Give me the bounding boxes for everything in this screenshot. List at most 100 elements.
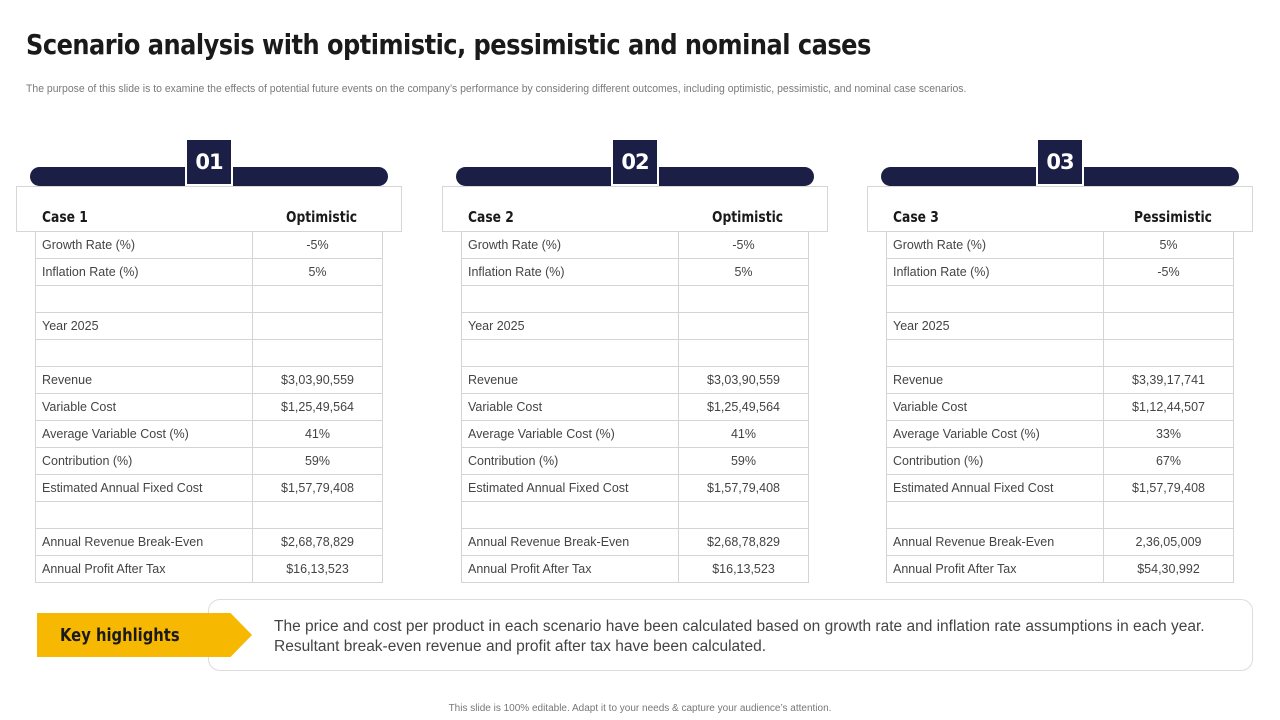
row-key: Annual Profit After Tax xyxy=(461,555,679,583)
row-key: Growth Rate (%) xyxy=(886,231,1104,259)
table-row: Annual Profit After Tax $54,30,992 xyxy=(886,555,1234,583)
table-row: Annual Revenue Break-Even $2,68,78,829 xyxy=(35,528,383,556)
row-value: $2,68,78,829 xyxy=(252,528,383,556)
key-highlights-tag: Key highlights xyxy=(37,613,252,657)
table-row xyxy=(886,501,1234,529)
table-row: Variable Cost $1,25,49,564 xyxy=(461,393,809,421)
table-row: Estimated Annual Fixed Cost $1,57,79,408 xyxy=(461,474,809,502)
row-key: Annual Revenue Break-Even xyxy=(461,528,679,556)
table-row xyxy=(461,339,809,367)
table-row: Estimated Annual Fixed Cost $1,57,79,408 xyxy=(35,474,383,502)
row-key: Estimated Annual Fixed Cost xyxy=(886,474,1104,502)
row-value: 67% xyxy=(1103,447,1234,475)
table-row: Contribution (%) 59% xyxy=(461,447,809,475)
table-row: Average Variable Cost (%) 41% xyxy=(35,420,383,448)
case-number-badge: 02 xyxy=(611,138,659,186)
row-value: 2,36,05,009 xyxy=(1103,528,1234,556)
case-label: Case 1 xyxy=(42,208,88,226)
row-value xyxy=(252,339,383,367)
row-key: Inflation Rate (%) xyxy=(35,258,253,286)
row-key: Contribution (%) xyxy=(35,447,253,475)
row-value: $1,57,79,408 xyxy=(252,474,383,502)
row-value: $16,13,523 xyxy=(252,555,383,583)
row-value: $1,57,79,408 xyxy=(678,474,809,502)
row-value: 41% xyxy=(252,420,383,448)
case-label: Case 2 xyxy=(468,208,514,226)
row-value: $1,57,79,408 xyxy=(1103,474,1234,502)
row-value xyxy=(1103,285,1234,313)
row-value xyxy=(252,285,383,313)
row-key: Growth Rate (%) xyxy=(461,231,679,259)
row-value: $3,39,17,741 xyxy=(1103,366,1234,394)
table-row: Variable Cost $1,25,49,564 xyxy=(35,393,383,421)
row-value: $16,13,523 xyxy=(678,555,809,583)
row-key: Revenue xyxy=(886,366,1104,394)
row-key: Average Variable Cost (%) xyxy=(461,420,679,448)
row-value xyxy=(1103,312,1234,340)
row-value xyxy=(678,285,809,313)
table-row xyxy=(461,501,809,529)
case-table: Growth Rate (%) -5% Inflation Rate (%) 5% … xyxy=(461,231,809,583)
table-row: Contribution (%) 59% xyxy=(35,447,383,475)
row-key: Estimated Annual Fixed Cost xyxy=(35,474,253,502)
table-row: Growth Rate (%) -5% xyxy=(35,231,383,259)
row-value xyxy=(1103,339,1234,367)
row-key: Revenue xyxy=(35,366,253,394)
row-value: 5% xyxy=(678,258,809,286)
table-row: Contribution (%) 67% xyxy=(886,447,1234,475)
case-type: Optimistic xyxy=(712,208,784,226)
case-number-badge: 03 xyxy=(1036,138,1084,186)
row-key xyxy=(886,285,1104,313)
table-row: Revenue $3,03,90,559 xyxy=(461,366,809,394)
row-key xyxy=(461,285,679,313)
row-key xyxy=(886,501,1104,529)
row-key: Inflation Rate (%) xyxy=(886,258,1104,286)
table-row: Year 2025 xyxy=(886,312,1234,340)
case-table: Growth Rate (%) 5% Inflation Rate (%) -5% … xyxy=(886,231,1234,583)
row-value: -5% xyxy=(252,231,383,259)
row-key xyxy=(461,501,679,529)
row-key: Inflation Rate (%) xyxy=(461,258,679,286)
row-value: $3,03,90,559 xyxy=(678,366,809,394)
page-title: Scenario analysis with optimistic, pessi… xyxy=(26,28,871,61)
row-value: $54,30,992 xyxy=(1103,555,1234,583)
highlights-text: The price and cost per product in each s… xyxy=(274,618,1205,655)
case-header: Case 2 Optimistic xyxy=(442,186,828,232)
row-key: Annual Profit After Tax xyxy=(35,555,253,583)
row-key: Revenue xyxy=(461,366,679,394)
table-row: Revenue $3,39,17,741 xyxy=(886,366,1234,394)
row-key: Year 2025 xyxy=(461,312,679,340)
table-row: Average Variable Cost (%) 41% xyxy=(461,420,809,448)
table-row xyxy=(886,285,1234,313)
row-value: -5% xyxy=(678,231,809,259)
row-key: Estimated Annual Fixed Cost xyxy=(461,474,679,502)
row-value: $1,25,49,564 xyxy=(252,393,383,421)
highlights-box xyxy=(208,599,1253,671)
row-key xyxy=(35,339,253,367)
table-row: Annual Revenue Break-Even $2,68,78,829 xyxy=(461,528,809,556)
case-header: Case 1 Optimistic xyxy=(16,186,402,232)
row-value: $3,03,90,559 xyxy=(252,366,383,394)
row-value: 33% xyxy=(1103,420,1234,448)
row-key xyxy=(461,339,679,367)
table-row xyxy=(35,339,383,367)
row-key: Average Variable Cost (%) xyxy=(35,420,253,448)
row-value xyxy=(252,312,383,340)
row-value: 41% xyxy=(678,420,809,448)
row-value: 59% xyxy=(252,447,383,475)
table-row: Revenue $3,03,90,559 xyxy=(35,366,383,394)
row-key: Annual Revenue Break-Even xyxy=(35,528,253,556)
table-row: Year 2025 xyxy=(35,312,383,340)
row-value: $2,68,78,829 xyxy=(678,528,809,556)
row-value: $1,25,49,564 xyxy=(678,393,809,421)
row-key: Variable Cost xyxy=(35,393,253,421)
footer-note: This slide is 100% editable. Adapt it to… xyxy=(448,703,832,714)
table-row xyxy=(35,285,383,313)
table-row: Annual Profit After Tax $16,13,523 xyxy=(35,555,383,583)
table-row xyxy=(886,339,1234,367)
table-row: Annual Revenue Break-Even 2,36,05,009 xyxy=(886,528,1234,556)
row-key: Year 2025 xyxy=(886,312,1104,340)
table-row xyxy=(461,285,809,313)
row-key: Year 2025 xyxy=(35,312,253,340)
table-row: Inflation Rate (%) 5% xyxy=(461,258,809,286)
